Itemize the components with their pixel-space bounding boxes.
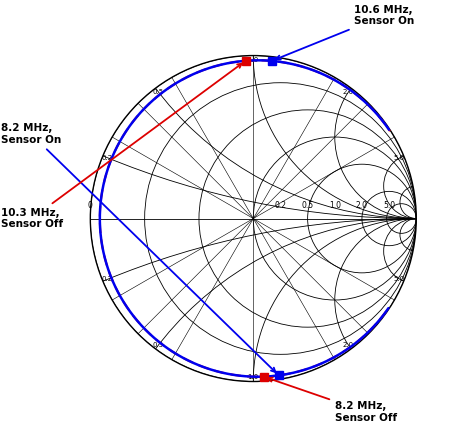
Text: 1.0: 1.0 [248,57,259,63]
Text: 0.5: 0.5 [153,89,164,95]
Text: 1.0: 1.0 [248,374,259,380]
Text: 0.2: 0.2 [102,155,113,161]
Text: 10.6 MHz,
Sensor On: 10.6 MHz, Sensor On [276,5,415,59]
Text: 2.0: 2.0 [343,89,354,95]
Text: 5.0: 5.0 [393,276,405,282]
Text: 0: 0 [88,202,93,211]
Text: 8.2 MHz,
Sensor Off: 8.2 MHz, Sensor Off [268,377,397,423]
Text: 0.2: 0.2 [274,202,286,211]
Text: 8.2 MHz,
Sensor On: 8.2 MHz, Sensor On [0,123,275,372]
Text: 10.3 MHz,
Sensor Off: 10.3 MHz, Sensor Off [0,64,242,229]
Text: 0.5: 0.5 [301,202,314,211]
Text: 2.0: 2.0 [343,342,354,348]
Text: 0.2: 0.2 [102,276,113,282]
Text: 1.0: 1.0 [329,202,341,211]
Text: 2.0: 2.0 [356,202,368,211]
Text: 5.0: 5.0 [393,155,405,161]
Text: 0.5: 0.5 [153,342,164,348]
Text: 5.0: 5.0 [383,202,395,211]
